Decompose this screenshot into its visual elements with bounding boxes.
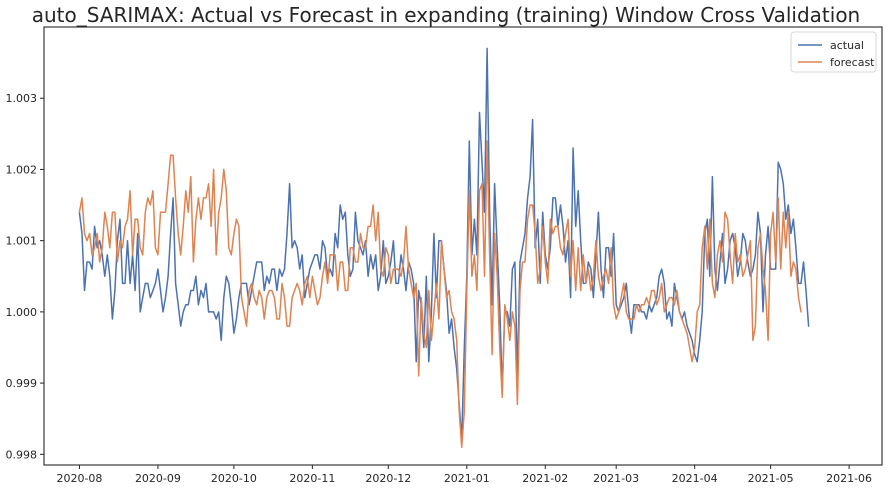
x-tick-label: 2021-05 <box>748 472 794 485</box>
x-tick-label: 2020-11 <box>289 472 335 485</box>
x-axis: 2020-08 2020-09 2020-10 2020-11 2020-12 2021-… <box>56 465 872 485</box>
y-tick-label: 1.002 <box>6 163 38 176</box>
y-tick-label: 0.999 <box>6 377 38 390</box>
legend-label-forecast: forecast <box>830 56 875 69</box>
y-tick-label: 1.000 <box>6 306 38 319</box>
x-tick-label: 2021-01 <box>444 472 490 485</box>
legend: actual forecast <box>790 31 877 73</box>
x-tick-label: 2021-03 <box>593 472 639 485</box>
plot-frame <box>43 26 883 466</box>
chart-title: auto_SARIMAX: Actual vs Forecast in expa… <box>32 3 861 27</box>
x-tick-label: 2020-10 <box>211 472 257 485</box>
x-tick-label: 2021-04 <box>672 472 718 485</box>
series-line-actual <box>78 47 810 441</box>
series-line-forecast <box>78 140 802 448</box>
x-tick-label: 2020-09 <box>135 472 181 485</box>
x-tick-label: 2020-12 <box>365 472 411 485</box>
y-axis: 0.998 0.999 1.000 1.001 1.002 1.003 <box>6 92 44 461</box>
x-tick-label: 2020-08 <box>56 472 102 485</box>
x-tick-label: 2021-02 <box>522 472 568 485</box>
y-tick-label: 0.998 <box>6 448 38 461</box>
x-tick-label: 2021-06 <box>826 472 872 485</box>
series-layer <box>78 47 810 448</box>
y-tick-label: 1.003 <box>6 92 38 105</box>
y-tick-label: 1.001 <box>6 235 38 248</box>
legend-label-actual: actual <box>830 39 864 52</box>
